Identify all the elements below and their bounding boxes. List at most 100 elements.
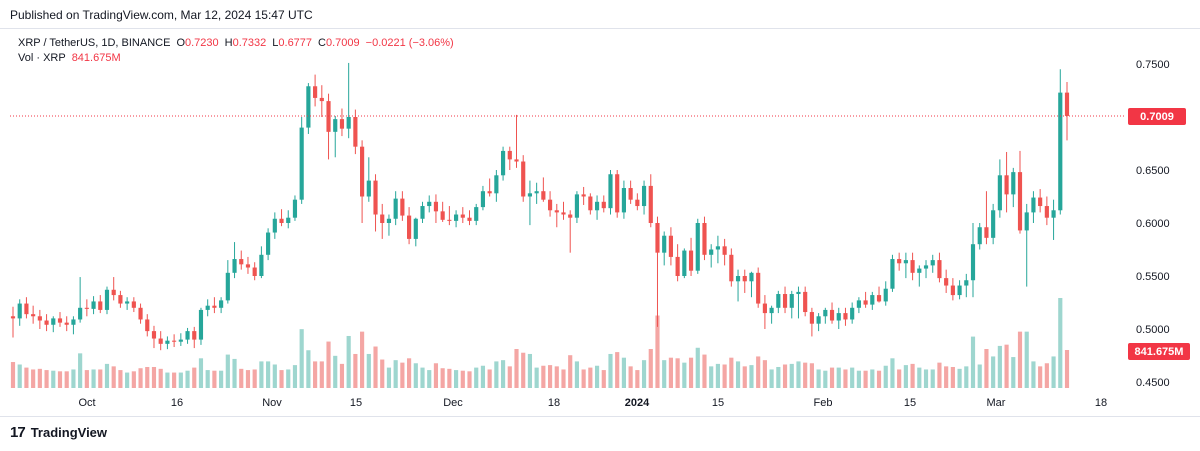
candle-body — [500, 150, 506, 176]
volume-bar — [1064, 350, 1070, 388]
candle-body — [581, 194, 586, 197]
candle-body — [480, 191, 486, 208]
candle-body — [715, 246, 720, 250]
time-tick-label: Mar — [987, 397, 1006, 409]
candle-body — [1024, 212, 1029, 231]
candle-body — [393, 198, 398, 219]
volume-bar — [151, 366, 157, 388]
candle-body — [722, 246, 727, 255]
volume-bar — [17, 364, 22, 388]
candle-body — [407, 215, 412, 239]
volume-bar — [709, 366, 714, 388]
legend-o-label: O — [176, 37, 185, 49]
volume-badge-label: 841.675M — [1135, 346, 1184, 358]
volume-bar — [568, 355, 573, 388]
price-tick-label: 0.4500 — [1136, 377, 1170, 389]
candle-body — [910, 260, 915, 273]
volume-bar — [279, 370, 284, 388]
published-note: Published on TradingView.com, Mar 12, 20… — [10, 8, 313, 22]
candle-body — [594, 201, 600, 211]
candle-body — [682, 250, 687, 276]
volume-bar — [51, 370, 56, 388]
volume-bar — [937, 362, 942, 388]
time-tick-label: 15 — [904, 397, 916, 409]
candle-body — [561, 212, 566, 215]
candle-body — [843, 313, 848, 320]
candle-body — [98, 301, 103, 310]
candle-body — [635, 199, 640, 207]
tradingview-logo-icon: 17 — [10, 424, 26, 441]
candle-body — [984, 227, 989, 238]
volume-bar — [917, 367, 922, 388]
candle-body — [534, 191, 539, 194]
volume-bar — [883, 365, 888, 388]
time-tick-label: Nov — [262, 397, 282, 409]
time-tick-label: 15 — [712, 397, 724, 409]
candle-body — [957, 285, 962, 296]
volume-bar — [648, 349, 653, 388]
volume-bar — [615, 352, 620, 388]
candle-body — [950, 285, 955, 296]
volume-bar — [413, 363, 418, 388]
volume-bar — [527, 353, 533, 388]
volume-bar — [24, 367, 29, 388]
candle-body — [688, 250, 694, 271]
volume-bar — [870, 369, 875, 388]
last-price-badge — [1128, 108, 1186, 126]
price-tick-label: 0.6500 — [1136, 165, 1170, 177]
volume-bar — [500, 360, 506, 388]
volume-bar — [662, 360, 667, 388]
candle-body — [447, 219, 452, 221]
candle-body — [185, 331, 190, 340]
volume-bar — [71, 369, 76, 388]
volume-bar — [910, 363, 915, 388]
candle-body — [239, 259, 244, 265]
candle-body — [259, 254, 264, 276]
tradingview-brand: TradingView — [30, 425, 108, 440]
price-tick-label: 0.5000 — [1136, 324, 1170, 336]
candle-body — [433, 201, 439, 212]
candle-body — [78, 307, 83, 320]
volume-bar — [561, 369, 566, 388]
candle-body — [245, 264, 251, 268]
volume-bar — [950, 366, 955, 388]
candle-body — [292, 199, 298, 218]
volume-bar — [843, 369, 848, 388]
chart-legend: XRP / TetherUS, 1D, BINANCE O0.7230 H0.733… — [18, 36, 454, 66]
candle-body — [668, 235, 673, 257]
volume-bar — [185, 370, 190, 388]
candle-body — [71, 319, 76, 325]
tradingview-footer[interactable]: 17 TradingView — [10, 424, 107, 441]
candle-body — [749, 272, 754, 282]
volume-bar — [742, 366, 747, 388]
volume-bar — [675, 358, 680, 388]
volume-bar — [232, 358, 237, 388]
volume-bar — [111, 366, 116, 388]
candle-body — [10, 316, 16, 319]
candle-body — [803, 291, 808, 313]
candle-body — [628, 188, 633, 200]
candle-body — [991, 210, 996, 238]
volume-bar — [259, 361, 264, 388]
volume-bar — [803, 362, 808, 388]
volume-bar — [991, 356, 996, 388]
volume-bar — [494, 361, 499, 388]
candle-body — [756, 272, 761, 304]
volume-bar — [64, 371, 69, 388]
candle-body — [84, 307, 89, 309]
volume-bar — [930, 369, 935, 388]
candle-body — [1058, 92, 1063, 211]
volume-bar — [131, 371, 136, 388]
volume-bar — [1004, 344, 1009, 388]
candle-body — [104, 289, 110, 310]
candle-body — [346, 117, 351, 129]
volume-bar — [756, 356, 761, 388]
candle-body — [883, 288, 888, 302]
volume-bar — [313, 361, 318, 388]
volume-bar — [400, 362, 405, 388]
candle-body — [547, 199, 553, 211]
volume-bar — [386, 367, 392, 388]
volume-bar — [749, 365, 754, 388]
candle-body — [494, 175, 499, 194]
